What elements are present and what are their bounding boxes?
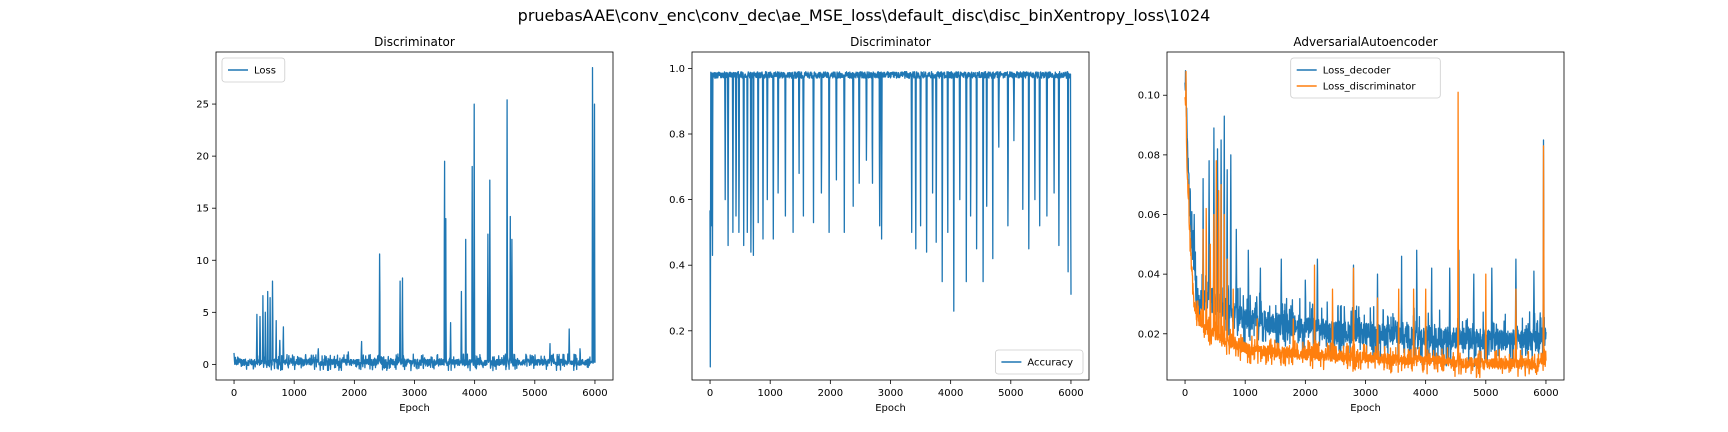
plot-area bbox=[216, 52, 613, 380]
y-tick-label: 0.6 bbox=[669, 195, 685, 206]
panel-3: 0 1000 2000 3000 4000 5000 6000 0.02 0.04 0.06 0.0… bbox=[1138, 35, 1565, 414]
x-tick-label: 6000 bbox=[1058, 388, 1083, 399]
y-tick-label: 0.10 bbox=[1138, 91, 1160, 102]
legend-box bbox=[995, 349, 1084, 375]
x-tick-label: 3000 bbox=[1353, 388, 1378, 399]
y-tick-label: 0.4 bbox=[669, 261, 685, 272]
y-tick-label: 10 bbox=[196, 256, 209, 267]
legend-label: Accuracy bbox=[1027, 358, 1073, 369]
panel-title: Discriminator bbox=[374, 35, 455, 49]
x-axis-label: Epoch bbox=[1350, 403, 1381, 414]
y-tick-label: 0.06 bbox=[1138, 210, 1160, 221]
y-tick-label: 5 bbox=[203, 308, 209, 319]
legend-label: Loss_discriminator bbox=[1323, 82, 1417, 93]
x-tick-label: 5000 bbox=[1473, 388, 1498, 399]
series-line-1 bbox=[233, 66, 596, 372]
legend-label: Loss_decoder bbox=[1323, 66, 1392, 77]
x-tick-label: 5000 bbox=[522, 388, 547, 399]
x-tick-label: 3000 bbox=[402, 388, 427, 399]
legend-box bbox=[221, 57, 286, 83]
legend: Accuracy bbox=[995, 349, 1084, 375]
y-tick-label: 15 bbox=[196, 204, 209, 215]
x-tick-label: 4000 bbox=[1413, 388, 1438, 399]
x-tick-label: 1000 bbox=[281, 388, 306, 399]
y-tick-label: 0.2 bbox=[669, 326, 685, 337]
y-tick-label: 0 bbox=[203, 360, 209, 371]
x-tick-label: 0 bbox=[231, 388, 237, 399]
x-tick-label: 1000 bbox=[757, 388, 782, 399]
x-tick-label: 1000 bbox=[1232, 388, 1257, 399]
x-tick-label: 4000 bbox=[938, 388, 963, 399]
x-tick-label: 4000 bbox=[462, 388, 487, 399]
x-tick-label: 5000 bbox=[998, 388, 1023, 399]
x-tick-label: 0 bbox=[707, 388, 713, 399]
y-tick-label: 0.08 bbox=[1138, 150, 1160, 161]
y-tick-label: 1.0 bbox=[669, 64, 685, 75]
panel-title: Discriminator bbox=[850, 35, 931, 49]
legend-label: Loss bbox=[254, 66, 276, 77]
legend-box bbox=[1290, 57, 1441, 99]
panel-2: 0 1000 2000 3000 4000 5000 6000 0.2 0.4 0.6 0.8 1.0… bbox=[669, 35, 1090, 414]
y-tick-label: 20 bbox=[196, 152, 209, 163]
series-line-2 bbox=[1184, 70, 1547, 379]
x-tick-label: 2000 bbox=[818, 388, 843, 399]
legend: Loss bbox=[221, 57, 286, 83]
series-line-1 bbox=[709, 71, 1072, 368]
x-axis-label: Epoch bbox=[875, 403, 906, 414]
x-tick-label: 2000 bbox=[1293, 388, 1318, 399]
panel-title: AdversarialAutoencoder bbox=[1293, 35, 1437, 49]
figure-suptitle: pruebasAAE\conv_enc\conv_dec\ae_MSE_loss… bbox=[517, 6, 1211, 25]
y-tick-label: 0.04 bbox=[1138, 270, 1160, 281]
y-tick-label: 0.02 bbox=[1138, 329, 1160, 340]
x-tick-label: 3000 bbox=[878, 388, 903, 399]
x-tick-label: 2000 bbox=[342, 388, 367, 399]
x-axis-label: Epoch bbox=[399, 403, 430, 414]
panel-1: 0 1000 2000 3000 4000 5000 6000 0 5 10 15 20 25 Discr… bbox=[196, 35, 614, 414]
x-tick-label: 0 bbox=[1182, 388, 1188, 399]
y-tick-label: 25 bbox=[196, 100, 209, 111]
x-tick-label: 6000 bbox=[1533, 388, 1558, 399]
y-tick-label: 0.8 bbox=[669, 130, 685, 141]
x-tick-label: 6000 bbox=[582, 388, 607, 399]
legend: Loss_decoder Loss_discriminator bbox=[1290, 57, 1441, 99]
